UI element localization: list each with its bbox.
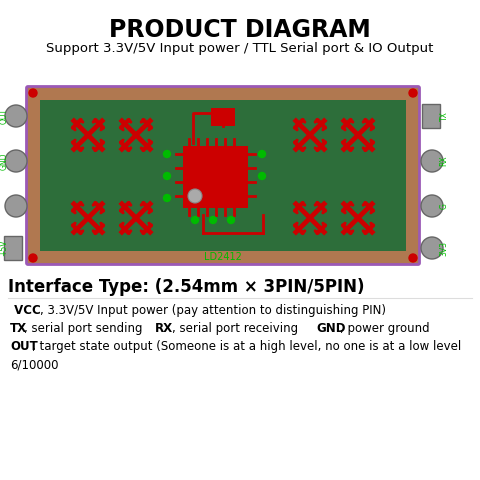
Circle shape: [259, 172, 265, 180]
Text: , serial port receiving: , serial port receiving: [172, 322, 317, 335]
Text: GND: GND: [316, 322, 346, 335]
Bar: [422, 104, 440, 128]
Bar: [211, 108, 235, 126]
FancyBboxPatch shape: [26, 86, 420, 264]
Circle shape: [29, 89, 37, 97]
Text: , target state output (Someone is at a high level, no one is at a low level: , target state output (Someone is at a h…: [32, 340, 461, 353]
Circle shape: [29, 254, 37, 262]
Circle shape: [164, 172, 170, 180]
Circle shape: [188, 189, 202, 203]
Text: TX: TX: [10, 322, 27, 335]
Text: GND: GND: [0, 152, 9, 170]
Bar: [183, 146, 248, 208]
Bar: [40, 100, 406, 251]
Text: 6/10000: 6/10000: [10, 358, 59, 371]
Circle shape: [5, 150, 27, 172]
Circle shape: [259, 151, 265, 157]
Text: , power ground: , power ground: [340, 322, 430, 335]
Circle shape: [209, 216, 216, 224]
Text: OUT: OUT: [10, 340, 38, 353]
Circle shape: [421, 150, 443, 172]
Text: PRODUCT DIAGRAM: PRODUCT DIAGRAM: [109, 18, 371, 42]
Text: TX: TX: [440, 111, 448, 121]
Text: G: G: [440, 203, 448, 209]
Circle shape: [5, 105, 27, 127]
Circle shape: [409, 89, 417, 97]
Bar: [4, 236, 22, 260]
Text: 3V3: 3V3: [440, 240, 448, 255]
Text: , serial port sending: , serial port sending: [24, 322, 161, 335]
Text: , 3.3V/5V Input power (pay attention to distinguishing PIN): , 3.3V/5V Input power (pay attention to …: [40, 304, 386, 317]
Text: RX: RX: [155, 322, 173, 335]
Circle shape: [421, 237, 443, 259]
Text: +5V: +5V: [0, 240, 9, 256]
Text: Support 3.3V/5V Input power / TTL Serial port & IO Output: Support 3.3V/5V Input power / TTL Serial…: [46, 42, 434, 55]
Circle shape: [192, 216, 199, 224]
Circle shape: [409, 254, 417, 262]
Circle shape: [164, 194, 170, 202]
Text: OUT: OUT: [0, 108, 9, 124]
Text: RX: RX: [440, 156, 448, 166]
Circle shape: [5, 195, 27, 217]
Circle shape: [164, 151, 170, 157]
Text: LD2412: LD2412: [204, 252, 242, 262]
Circle shape: [228, 216, 235, 224]
Circle shape: [421, 195, 443, 217]
Text: VCC: VCC: [10, 304, 41, 317]
Text: Interface Type: (2.54mm × 3PIN/5PIN): Interface Type: (2.54mm × 3PIN/5PIN): [8, 278, 364, 296]
